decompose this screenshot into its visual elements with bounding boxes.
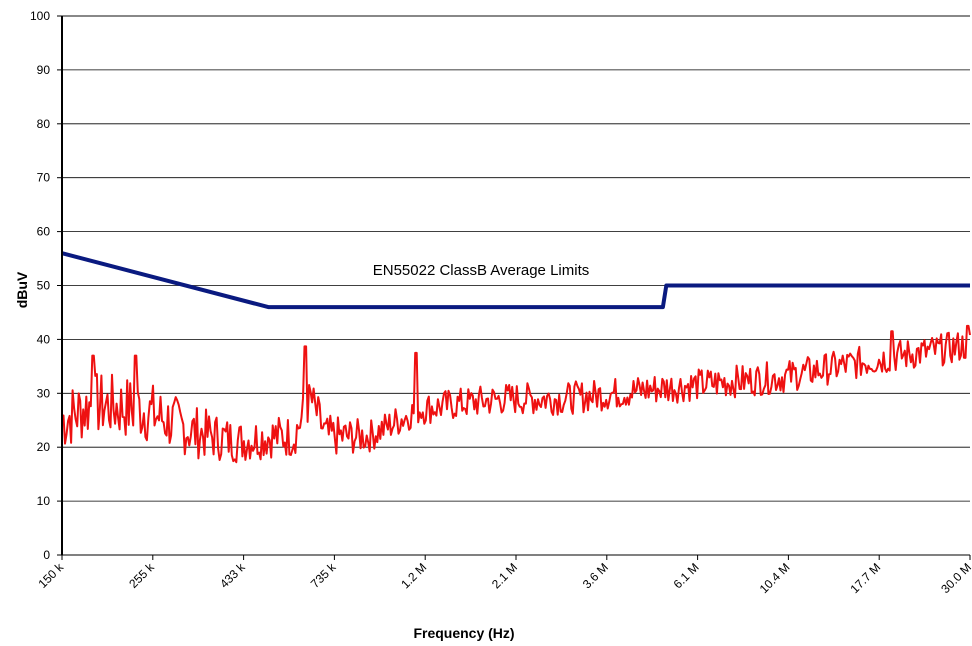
y-tick-label: 100 [30, 9, 50, 23]
limit-annotation: EN55022 ClassB Average Limits [373, 262, 590, 279]
y-axis-title: dBuV [14, 271, 30, 308]
x-tick-label: 433 k [217, 560, 248, 591]
y-tick-label: 10 [37, 494, 51, 508]
y-tick-label: 60 [37, 225, 51, 239]
x-tick-label: 17.7 M [847, 560, 883, 596]
limit-line [61, 251, 970, 310]
x-tick-label: 30.0 M [938, 560, 972, 596]
y-tick-label: 30 [37, 386, 51, 400]
y-tick-label: 80 [37, 117, 51, 131]
y-tick-label: 40 [37, 332, 51, 346]
x-tick-label: 255 k [126, 560, 157, 591]
y-tick-labels: 0 10 20 30 40 50 60 70 80 90 100 [30, 9, 62, 562]
y-tick-label: 70 [37, 171, 51, 185]
x-tick-label: 3.6 M [580, 560, 611, 591]
x-tick-label: 6.1 M [671, 560, 702, 591]
axes [61, 16, 970, 556]
y-tick-label: 20 [37, 440, 51, 454]
x-tick-label: 1.2 M [398, 560, 429, 591]
x-tick-label: 735 k [308, 560, 339, 591]
y-tick-label: 0 [43, 548, 50, 562]
series-layer [61, 251, 971, 464]
measurement-trace [61, 324, 971, 464]
x-tick-label: 10.4 M [757, 560, 793, 596]
y-tick-label: 50 [37, 279, 51, 293]
x-axis-title: Frequency (Hz) [413, 625, 514, 641]
y-tick-label: 90 [37, 63, 51, 77]
x-tick-label: 2.1 M [489, 560, 520, 591]
x-tick-label: 150 k [35, 560, 66, 591]
x-tick-labels: 150 k 255 k 433 k 735 k 1.2 M 2.1 M 3.6 M 6.1 M… [35, 555, 972, 596]
